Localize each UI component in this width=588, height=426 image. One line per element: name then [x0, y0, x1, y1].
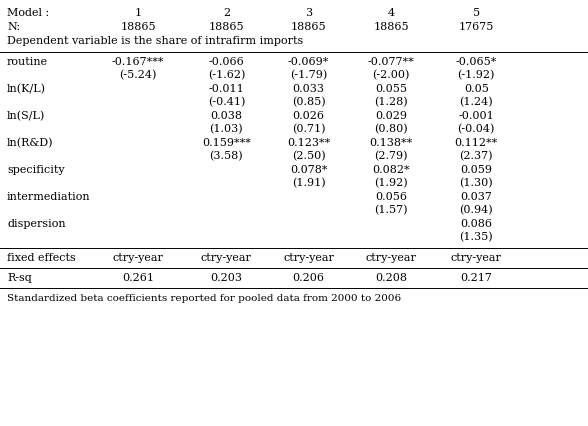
Text: -0.066: -0.066 — [209, 57, 244, 67]
Text: 0.055: 0.055 — [375, 84, 407, 94]
Text: 2: 2 — [223, 8, 230, 18]
Text: 18865: 18865 — [209, 22, 244, 32]
Text: 18865: 18865 — [121, 22, 156, 32]
Text: -0.077**: -0.077** — [368, 57, 415, 67]
Text: 0.033: 0.033 — [293, 84, 325, 94]
Text: 18865: 18865 — [373, 22, 409, 32]
Text: (0.71): (0.71) — [292, 124, 325, 134]
Text: (-0.04): (-0.04) — [457, 124, 495, 134]
Text: 0.138**: 0.138** — [369, 138, 413, 148]
Text: (1.91): (1.91) — [292, 178, 326, 188]
Text: N:: N: — [7, 22, 20, 32]
Text: ctry-year: ctry-year — [113, 253, 163, 262]
Text: (3.58): (3.58) — [209, 151, 243, 161]
Text: (-1.92): (-1.92) — [457, 70, 495, 80]
Text: 1: 1 — [135, 8, 142, 18]
Text: (2.79): (2.79) — [375, 151, 407, 161]
Text: (1.24): (1.24) — [459, 97, 493, 107]
Text: -0.011: -0.011 — [209, 84, 244, 94]
Text: 3: 3 — [305, 8, 312, 18]
Text: Standardized beta coefficients reported for pooled data from 2000 to 2006: Standardized beta coefficients reported … — [7, 294, 401, 302]
Text: Dependent variable is the share of intrafirm imports: Dependent variable is the share of intra… — [7, 36, 303, 46]
Text: specificity: specificity — [7, 164, 65, 175]
Text: (0.85): (0.85) — [292, 97, 326, 107]
Text: 0.217: 0.217 — [460, 272, 492, 282]
Text: 0.261: 0.261 — [122, 272, 154, 282]
Text: ln(K/L): ln(K/L) — [7, 84, 46, 94]
Text: 0.078*: 0.078* — [290, 164, 328, 175]
Text: -0.167***: -0.167*** — [112, 57, 165, 67]
Text: dispersion: dispersion — [7, 219, 66, 228]
Text: 0.159***: 0.159*** — [202, 138, 251, 148]
Text: 4: 4 — [387, 8, 395, 18]
Text: 0.208: 0.208 — [375, 272, 407, 282]
Text: 18865: 18865 — [291, 22, 326, 32]
Text: (1.92): (1.92) — [374, 178, 408, 188]
Text: (1.30): (1.30) — [459, 178, 493, 188]
Text: 0.056: 0.056 — [375, 192, 407, 201]
Text: (-1.62): (-1.62) — [208, 70, 245, 80]
Text: -0.069*: -0.069* — [288, 57, 329, 67]
Text: (1.57): (1.57) — [375, 204, 407, 215]
Text: 0.029: 0.029 — [375, 111, 407, 121]
Text: 0.086: 0.086 — [460, 219, 492, 228]
Text: -0.065*: -0.065* — [456, 57, 497, 67]
Text: ctry-year: ctry-year — [366, 253, 416, 262]
Text: (-2.00): (-2.00) — [372, 70, 410, 80]
Text: routine: routine — [7, 57, 48, 67]
Text: 0.037: 0.037 — [460, 192, 492, 201]
Text: (1.28): (1.28) — [374, 97, 408, 107]
Text: 0.026: 0.026 — [293, 111, 325, 121]
Text: (-0.41): (-0.41) — [208, 97, 245, 107]
Text: -0.001: -0.001 — [459, 111, 494, 121]
Text: (2.50): (2.50) — [292, 151, 326, 161]
Text: (1.03): (1.03) — [209, 124, 243, 134]
Text: R-sq: R-sq — [7, 272, 32, 282]
Text: ctry-year: ctry-year — [283, 253, 334, 262]
Text: (-5.24): (-5.24) — [119, 70, 157, 80]
Text: ctry-year: ctry-year — [201, 253, 252, 262]
Text: 0.059: 0.059 — [460, 164, 492, 175]
Text: 0.206: 0.206 — [293, 272, 325, 282]
Text: 0.038: 0.038 — [211, 111, 242, 121]
Text: (2.37): (2.37) — [460, 151, 493, 161]
Text: (-1.79): (-1.79) — [290, 70, 328, 80]
Text: ln(S/L): ln(S/L) — [7, 111, 45, 121]
Text: 5: 5 — [473, 8, 480, 18]
Text: (0.80): (0.80) — [374, 124, 408, 134]
Text: fixed effects: fixed effects — [7, 253, 76, 262]
Text: (0.94): (0.94) — [459, 204, 493, 215]
Text: ctry-year: ctry-year — [451, 253, 502, 262]
Text: intermediation: intermediation — [7, 192, 91, 201]
Text: 0.05: 0.05 — [464, 84, 489, 94]
Text: 17675: 17675 — [459, 22, 494, 32]
Text: 0.123**: 0.123** — [287, 138, 330, 148]
Text: 0.112**: 0.112** — [455, 138, 498, 148]
Text: (1.35): (1.35) — [459, 231, 493, 242]
Text: 0.203: 0.203 — [211, 272, 242, 282]
Text: 0.082*: 0.082* — [372, 164, 410, 175]
Text: ln(R&D): ln(R&D) — [7, 138, 54, 148]
Text: Model :: Model : — [7, 8, 49, 18]
